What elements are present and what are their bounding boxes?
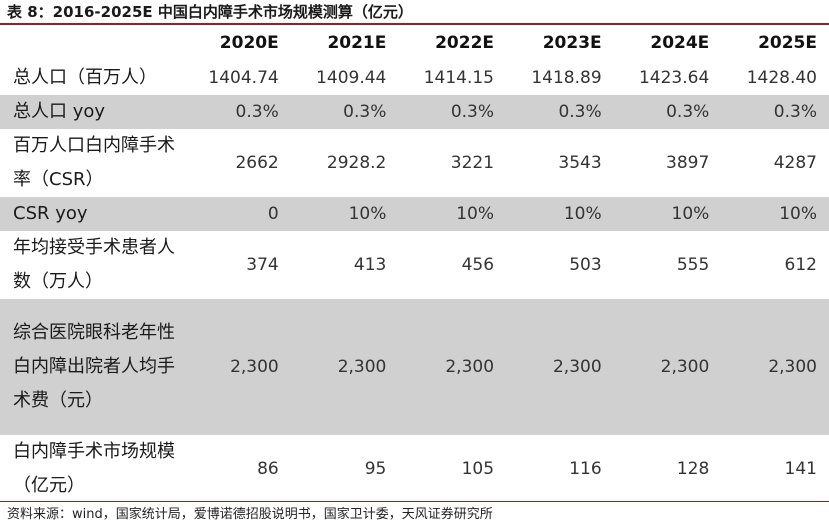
- table-row: 年均接受手术患者人数（万人） 374 413 456 503 555 612: [0, 231, 829, 299]
- table-cell: 503: [569, 255, 602, 275]
- table-cell: 3897: [666, 153, 710, 173]
- table-cell: 2,300: [613, 299, 722, 435]
- table-cell: 1418.89: [531, 68, 602, 88]
- row-label: 总人口 yoy: [0, 95, 184, 129]
- table-row: 综合医院眼科老年性白内障出院者人均手术费（元） 2,300 2,300 2,30…: [0, 299, 829, 435]
- market-size-table: 2020E 2021E 2022E 2023E 2024E 2025E 总人口（…: [0, 25, 829, 503]
- table-row: 白内障手术市场规模（亿元） 86 95 105 116 128 141: [0, 435, 829, 503]
- header-corner: [0, 25, 183, 61]
- table-cell: 2,300: [183, 299, 291, 435]
- table-cell: 555: [676, 255, 710, 275]
- column-header: 2025E: [758, 33, 817, 53]
- table-row: 总人口 yoy 0.3% 0.3% 0.3% 0.3% 0.3% 0.3%: [0, 95, 829, 129]
- table-cell: 0.3%: [183, 95, 291, 129]
- table-cell: 2,300: [721, 299, 829, 435]
- table-cell: 0: [183, 197, 291, 231]
- source-note: 资料来源：wind，国家统计局，爱博诺德招股说明书，国家卫计委，天风证券研究所: [7, 507, 493, 522]
- row-label: 白内障手术市场规模（亿元）: [13, 441, 175, 496]
- table-cell: 0.3%: [721, 95, 829, 129]
- column-header: 2022E: [435, 33, 495, 53]
- table-cell: 1409.44: [316, 68, 387, 88]
- table-cell: 105: [461, 459, 495, 479]
- table-cell: 141: [784, 459, 817, 479]
- table-cell: 86: [257, 459, 279, 479]
- table-cell: 3543: [558, 153, 602, 173]
- table-cell: 2,300: [290, 299, 399, 435]
- table-cell: 1428.40: [746, 68, 817, 88]
- table-cell: 1414.15: [423, 68, 495, 88]
- table-cell: 1423.64: [638, 68, 710, 88]
- table-cell: 0.3%: [613, 95, 722, 129]
- table-cell: 10%: [721, 197, 829, 231]
- table-cell: 1404.74: [208, 68, 279, 88]
- table-cell: 612: [784, 255, 817, 275]
- table-cell: 374: [246, 255, 279, 275]
- table-cell: 128: [676, 459, 710, 479]
- table-cell: 2928.2: [326, 153, 387, 173]
- header-row: 2020E 2021E 2022E 2023E 2024E 2025E: [0, 25, 829, 61]
- title-divider: [0, 23, 829, 25]
- table-cell: 413: [353, 255, 387, 275]
- column-header: 2020E: [219, 33, 279, 53]
- table-cell: 95: [364, 459, 387, 479]
- table-cell: 116: [569, 459, 602, 479]
- table-cell: 0.3%: [290, 95, 399, 129]
- table-cell: 2662: [235, 153, 279, 173]
- table-cell: 10%: [506, 197, 614, 231]
- table-cell: 2,300: [506, 299, 614, 435]
- row-label: 总人口（百万人）: [13, 67, 157, 88]
- table-row: 总人口（百万人） 1404.74 1409.44 1414.15 1418.89…: [0, 61, 829, 95]
- row-label: 百万人口白内障手术率（CSR）: [13, 135, 175, 190]
- row-label: 年均接受手术患者人数（万人）: [13, 237, 175, 292]
- column-header: 2021E: [327, 33, 387, 53]
- table-cell: 4287: [773, 153, 817, 173]
- column-header: 2023E: [542, 33, 602, 53]
- row-label: CSR yoy: [0, 197, 184, 231]
- table-cell: 2,300: [398, 299, 507, 435]
- table-cell: 10%: [398, 197, 507, 231]
- table-cell: 456: [461, 255, 495, 275]
- table-row: 百万人口白内障手术率（CSR） 2662 2928.2 3221 3543 38…: [0, 129, 829, 197]
- table-cell: 3221: [450, 153, 495, 173]
- table-cell: 10%: [613, 197, 722, 231]
- table-cell: 10%: [290, 197, 399, 231]
- table-title: 表 8：2016-2025E 中国白内障手术市场规模测算（亿元）: [7, 3, 413, 21]
- column-header: 2024E: [650, 33, 710, 53]
- table-cell: 0.3%: [398, 95, 507, 129]
- source-divider: [0, 501, 829, 502]
- row-label: 综合医院眼科老年性白内障出院者人均手术费（元）: [0, 299, 184, 435]
- table-cell: 0.3%: [506, 95, 614, 129]
- table-row: CSR yoy 0 10% 10% 10% 10% 10%: [0, 197, 829, 231]
